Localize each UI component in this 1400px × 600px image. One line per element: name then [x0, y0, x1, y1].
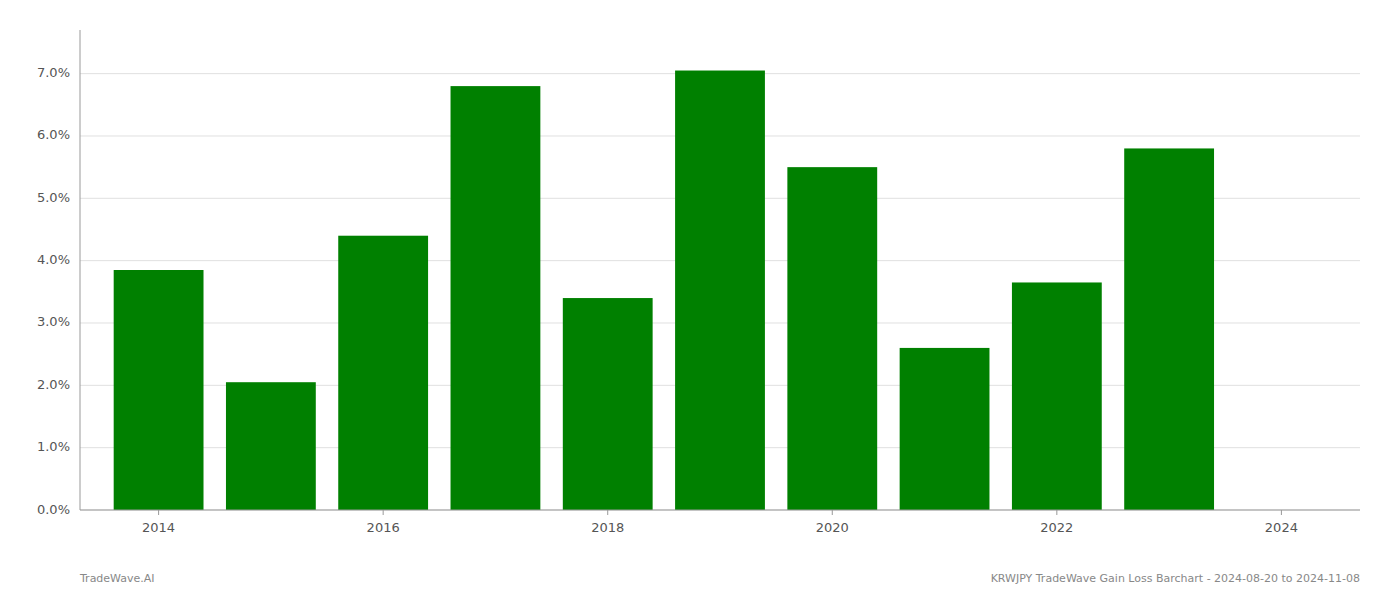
bar [1012, 282, 1102, 510]
x-tick [1056, 510, 1057, 515]
bar [451, 86, 541, 510]
x-tick-label: 2016 [367, 520, 400, 535]
y-tick-label: 1.0% [37, 439, 70, 454]
y-tick-label: 4.0% [37, 252, 70, 267]
y-tick-label: 0.0% [37, 502, 70, 517]
y-tick-label: 6.0% [37, 127, 70, 142]
x-tick [383, 510, 384, 515]
chart: 0.0% 1.0% 2.0% 3.0% 4.0% 5.0% 6.0% 7.0% 2014 2016… [0, 0, 1400, 600]
bar [787, 167, 877, 510]
x-tick [832, 510, 833, 515]
x-tick [158, 510, 159, 515]
bar [1124, 148, 1214, 510]
bar [675, 71, 765, 510]
bars [114, 71, 1214, 510]
bar [114, 270, 204, 510]
y-tick-label: 3.0% [37, 314, 70, 329]
x-tick-label: 2024 [1265, 520, 1298, 535]
x-tick-label: 2018 [591, 520, 624, 535]
x-tick [607, 510, 608, 515]
y-tick-label: 5.0% [37, 190, 70, 205]
bar [338, 236, 428, 510]
bar [563, 298, 653, 510]
footer-text: KRWJPY TradeWave Gain Loss Barchart - 20… [991, 572, 1360, 585]
x-tick-label: 2014 [142, 520, 175, 535]
x-tick-label: 2022 [1040, 520, 1073, 535]
y-axis-line [80, 30, 81, 510]
footer-text: TradeWave.AI [79, 572, 155, 585]
bar [900, 348, 990, 510]
bar [226, 382, 316, 510]
x-tick-label: 2020 [816, 520, 849, 535]
grid-line [80, 510, 1360, 511]
x-tick [1281, 510, 1282, 515]
x-axis-line [80, 510, 1360, 511]
y-tick-label: 7.0% [37, 65, 70, 80]
y-tick-label: 2.0% [37, 377, 70, 392]
